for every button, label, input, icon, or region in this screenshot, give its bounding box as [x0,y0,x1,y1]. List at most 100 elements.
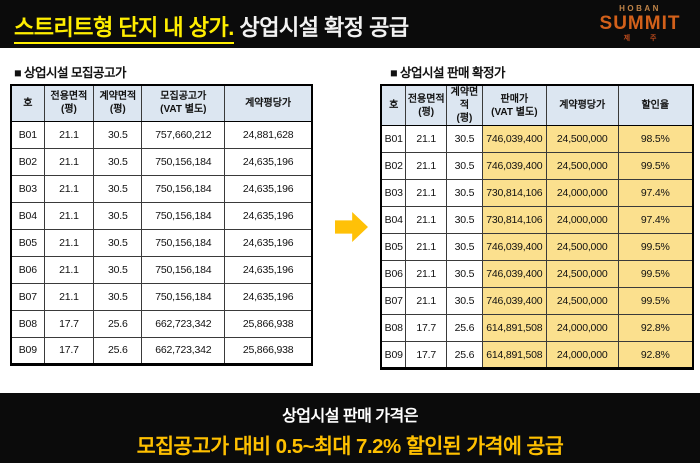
table-cell: 750,156,184 [141,147,226,176]
table-cell: 17.7 [405,314,447,342]
table-row: B08 17.7 25.6 614,891,508 24,000,000 92.8% [380,314,694,342]
table-row: B09 17.7 25.6 662,723,342 25,866,938 [10,336,313,365]
table-cell: B04 [10,201,45,230]
table-cell: 24,500,000 [545,233,619,261]
page-title: 스트리트형 단지 내 상가. 상업시설 확정 공급 [14,10,409,44]
table-cell: 24,635,196 [224,201,313,230]
column-header: 계약면적 (평) [93,84,143,122]
table-row: B02 21.1 30.5 746,039,400 24,500,000 99.5% [380,152,694,180]
column-header: 계약면적 (평) [446,84,483,126]
table-cell: 25,866,938 [224,309,313,338]
table-row: B06 21.1 30.5 746,039,400 24,500,000 99.5% [380,260,694,288]
table-cell: 21.1 [43,120,95,149]
table-cell: 30.5 [93,147,143,176]
table-cell: 746,039,400 [481,233,547,261]
table-cell: 757,660,212 [141,120,226,149]
table-cell: 21.1 [43,174,95,203]
table-cell: 24,635,196 [224,147,313,176]
table-cell: B02 [380,152,407,180]
table-cell: 24,635,196 [224,255,313,284]
table-cell: 21.1 [43,147,95,176]
table-cell: 30.5 [446,260,483,288]
table-row: B08 17.7 25.6 662,723,342 25,866,938 [10,309,313,338]
table-cell: 24,500,000 [545,125,619,153]
table-cell: 25,866,938 [224,336,313,365]
table-row: B01 21.1 30.5 757,660,212 24,881,628 [10,120,313,149]
table-row: B04 21.1 30.5 750,156,184 24,635,196 [10,201,313,230]
page-title-highlight: 스트리트형 단지 내 상가. [14,15,234,44]
table-cell: 21.1 [405,125,447,153]
table-row: B03 21.1 30.5 730,814,106 24,000,000 97.4% [380,179,694,207]
table-cell: 24,881,628 [224,120,313,149]
table-cell: 92.8% [617,314,694,342]
table-cell: 21.1 [405,152,447,180]
logo-hoban-text: HOBAN [619,4,661,13]
table-cell: 24,500,000 [545,260,619,288]
table-cell: B02 [10,147,45,176]
table-row: B07 21.1 30.5 750,156,184 24,635,196 [10,282,313,311]
table-cell: 24,000,000 [545,206,619,234]
table-cell: 30.5 [93,174,143,203]
table-row: B04 21.1 30.5 730,814,106 24,000,000 97.4% [380,206,694,234]
hoban-summit-logo: HOBAN SUMMIT 제 주 [590,4,690,42]
table-cell: 24,635,196 [224,174,313,203]
table-cell: 25.6 [93,309,143,338]
table-row: B07 21.1 30.5 746,039,400 24,500,000 99.5% [380,287,694,315]
table-row: B03 21.1 30.5 750,156,184 24,635,196 [10,174,313,203]
table-cell: 21.1 [405,287,447,315]
footer-line-2: 모집공고가 대비 0.5~최대 7.2% 할인된 가격에 공급 [136,435,564,458]
table-cell: 24,635,196 [224,228,313,257]
section-title-offering-price: ■ 상업시설 모집공고가 [14,66,127,80]
column-header: 호 [380,84,407,126]
table-cell: 30.5 [93,120,143,149]
table-row: B05 21.1 30.5 746,039,400 24,500,000 99.5% [380,233,694,261]
column-header: 전용면적 (평) [405,84,447,126]
table-row: B02 21.1 30.5 750,156,184 24,635,196 [10,147,313,176]
table-cell: 30.5 [93,282,143,311]
table-cell: 30.5 [446,287,483,315]
table-cell: 30.5 [93,255,143,284]
section-title-confirmed-price: ■ 상업시설 판매 확정가 [390,66,505,80]
table-cell: 92.8% [617,341,694,369]
table-cell: 17.7 [43,336,95,365]
table-cell: 17.7 [405,341,447,369]
column-header: 호 [10,84,45,122]
table-cell: 746,039,400 [481,152,547,180]
column-header: 모집공고가 (VAT 별도) [141,84,226,122]
logo-summit-text: SUMMIT [599,12,681,34]
table-cell: B08 [380,314,407,342]
table-cell: 99.5% [617,233,694,261]
table-cell: 21.1 [405,206,447,234]
table-cell: B06 [380,260,407,288]
table-row: B01 21.1 30.5 746,039,400 24,500,000 98.5% [380,125,694,153]
table-cell: 25.6 [446,314,483,342]
table-cell: 21.1 [405,233,447,261]
table-cell: B05 [380,233,407,261]
table-row: B05 21.1 30.5 750,156,184 24,635,196 [10,228,313,257]
table-row: B09 17.7 25.6 614,891,508 24,000,000 92.8% [380,341,694,369]
table-cell: B03 [380,179,407,207]
table-cell: 614,891,508 [481,314,547,342]
table-cell: 24,000,000 [545,179,619,207]
logo-jeju-text: 제 주 [623,34,666,42]
table-cell: 750,156,184 [141,228,226,257]
table-cell: 25.6 [93,336,143,365]
column-header: 계약평당가 [545,84,619,126]
table-cell: 24,500,000 [545,287,619,315]
table-cell: 97.4% [617,179,694,207]
table-cell: B07 [380,287,407,315]
table-cell: B08 [10,309,45,338]
right-arrow-icon [335,212,368,242]
column-header: 판매가 (VAT 별도) [481,84,547,126]
table-cell: B03 [10,174,45,203]
page-title-rest: 상업시설 확정 공급 [233,15,409,40]
table-cell: B01 [380,125,407,153]
table-cell: 99.5% [617,260,694,288]
confirmed-price-table: 호 전용면적 (평) 계약면적 (평) 판매가 (VAT 별도) 계약평당가 할인율 B0… [380,84,694,370]
table-cell: 24,500,000 [545,152,619,180]
table-cell: B05 [10,228,45,257]
offering-price-table: 호 전용면적 (평) 계약면적 (평) 모집공고가 (VAT 별도) 계약평당가 B01… [10,84,313,366]
table-cell: 21.1 [405,260,447,288]
table-cell: 97.4% [617,206,694,234]
table-cell: 24,635,196 [224,282,313,311]
